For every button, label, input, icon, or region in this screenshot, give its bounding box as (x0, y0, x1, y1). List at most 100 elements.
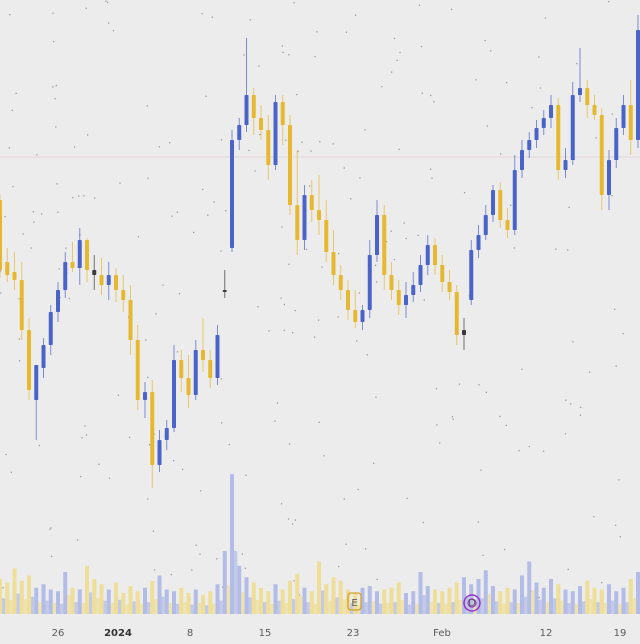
speckle (568, 569, 569, 570)
volume-bar (205, 605, 208, 614)
speckle (422, 93, 423, 94)
candle[interactable] (636, 15, 640, 148)
volume-bar (498, 591, 502, 614)
speckle (593, 516, 594, 517)
candle-body (78, 240, 82, 268)
candle-body (274, 102, 278, 165)
candle-body (13, 272, 17, 280)
candle-body (636, 30, 640, 140)
speckle (293, 580, 294, 581)
speckle (33, 221, 34, 222)
candle[interactable] (274, 95, 278, 170)
candle[interactable] (288, 115, 292, 215)
speckle (57, 183, 58, 184)
candle-body (353, 310, 357, 322)
candle-body (578, 88, 582, 95)
speckle (364, 129, 365, 130)
volume-bar (150, 581, 154, 614)
candle-body (107, 275, 111, 285)
candle-body (136, 340, 140, 400)
speckle (576, 63, 577, 64)
speckle (310, 150, 311, 151)
candle-body (462, 330, 466, 335)
candle[interactable] (230, 130, 234, 252)
volume-bar (408, 605, 411, 614)
candle-body (535, 128, 539, 140)
speckle (394, 38, 395, 39)
volume-bar (444, 604, 447, 614)
candle-body (375, 215, 379, 255)
speckle (162, 285, 163, 286)
speckle (376, 281, 377, 282)
speckle (612, 114, 613, 115)
volume-bar (103, 601, 106, 614)
speckle (506, 82, 507, 83)
candle[interactable] (27, 318, 31, 400)
volume-bar (520, 576, 524, 615)
volume-bar (585, 581, 589, 614)
volume-bar (310, 591, 314, 614)
volume-bar (285, 603, 288, 614)
candle[interactable] (0, 195, 2, 278)
candle-body (368, 255, 372, 310)
speckle (199, 554, 200, 555)
speckle (391, 231, 392, 232)
speckle (54, 98, 55, 99)
volume-bar (140, 604, 143, 614)
candle-body (455, 292, 459, 335)
speckle (359, 177, 360, 178)
volume-bar (375, 591, 379, 614)
candle-body (150, 392, 154, 465)
speckle (316, 31, 317, 32)
volume-bar (364, 602, 367, 614)
candle[interactable] (600, 108, 604, 210)
speckle (284, 304, 285, 305)
speckle (153, 531, 154, 532)
candle-body (404, 295, 408, 305)
speckle (510, 205, 511, 206)
speckle (539, 597, 540, 598)
volume-bar (426, 586, 430, 614)
x-tick-label: 23 (347, 628, 360, 639)
candle-body (361, 310, 365, 322)
volume-bar (484, 570, 488, 614)
candle-body (527, 140, 531, 150)
speckle (344, 498, 345, 499)
speckle (394, 259, 395, 260)
volume-bar (256, 600, 259, 614)
candle-body (56, 290, 60, 312)
speckle (608, 1, 609, 2)
speckle (318, 320, 319, 321)
candle-body (498, 190, 502, 220)
speckle (545, 17, 546, 18)
candle-body (585, 88, 589, 105)
speckle (193, 232, 194, 233)
candle-body (339, 275, 343, 290)
speckle (268, 330, 269, 331)
speckle (436, 388, 437, 389)
volume-bar (176, 604, 179, 614)
speckle (399, 149, 400, 150)
volume-bar (433, 590, 437, 615)
speckle (407, 498, 408, 499)
speckle (147, 178, 148, 179)
speckle (154, 569, 155, 570)
volume-bar (422, 595, 425, 614)
candle-body (310, 195, 314, 210)
speckle (84, 425, 85, 426)
volume-bar (263, 602, 266, 614)
speckle (391, 72, 392, 73)
volume-bar (488, 594, 491, 614)
speckle (319, 422, 320, 423)
candle[interactable] (556, 98, 560, 180)
speckle (36, 154, 37, 155)
candle-body (448, 282, 452, 292)
speckle (282, 52, 283, 53)
speckle (248, 150, 249, 151)
speckle (113, 30, 114, 31)
volume-bar (390, 588, 394, 614)
speckle (567, 249, 568, 250)
volume-bar (248, 597, 251, 614)
